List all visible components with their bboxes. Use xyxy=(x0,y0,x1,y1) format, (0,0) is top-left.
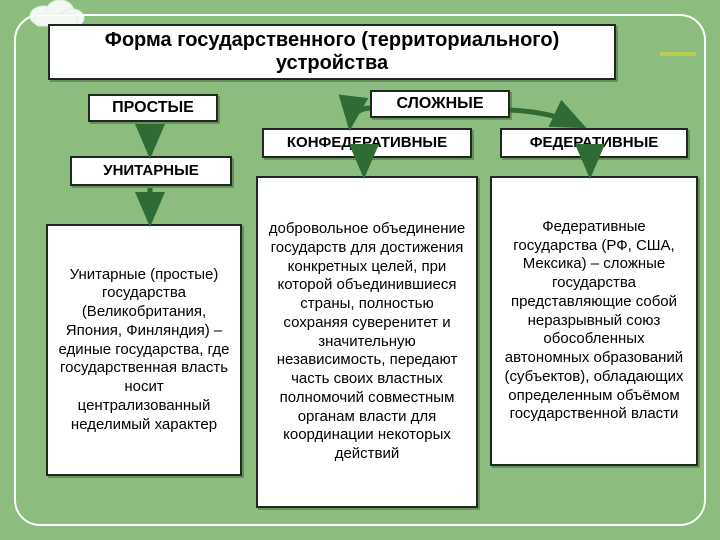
description-federative-text: Федеративные государства (РФ, США, Мекси… xyxy=(502,218,686,424)
category-simple-label: ПРОСТЫЕ xyxy=(112,99,194,117)
category-simple: ПРОСТЫЕ xyxy=(88,94,218,122)
description-confederative: добровольное объединение государств для … xyxy=(256,176,478,508)
subtype-confederative: КОНФЕДЕРАТИВНЫЕ xyxy=(262,128,472,158)
subtype-federative-label: ФЕДЕРАТИВНЫЕ xyxy=(530,134,659,151)
description-confederative-text: добровольное объединение государств для … xyxy=(268,220,466,464)
description-federative: Федеративные государства (РФ, США, Мекси… xyxy=(490,176,698,466)
subtype-confederative-label: КОНФЕДЕРАТИВНЫЕ xyxy=(287,134,447,151)
subtype-unitary: УНИТАРНЫЕ xyxy=(70,156,232,186)
description-unitary-text: Унитарные (простые) государства (Великоб… xyxy=(58,266,230,435)
title-box: Форма государственного (территориального… xyxy=(48,24,616,80)
accent-line xyxy=(660,52,696,56)
title-text: Форма государственного (территориального… xyxy=(58,29,606,75)
subtype-unitary-label: УНИТАРНЫЕ xyxy=(103,162,199,179)
category-complex-label: СЛОЖНЫЕ xyxy=(397,95,484,113)
subtype-federative: ФЕДЕРАТИВНЫЕ xyxy=(500,128,688,158)
category-complex: СЛОЖНЫЕ xyxy=(370,90,510,118)
description-unitary: Унитарные (простые) государства (Великоб… xyxy=(46,224,242,476)
